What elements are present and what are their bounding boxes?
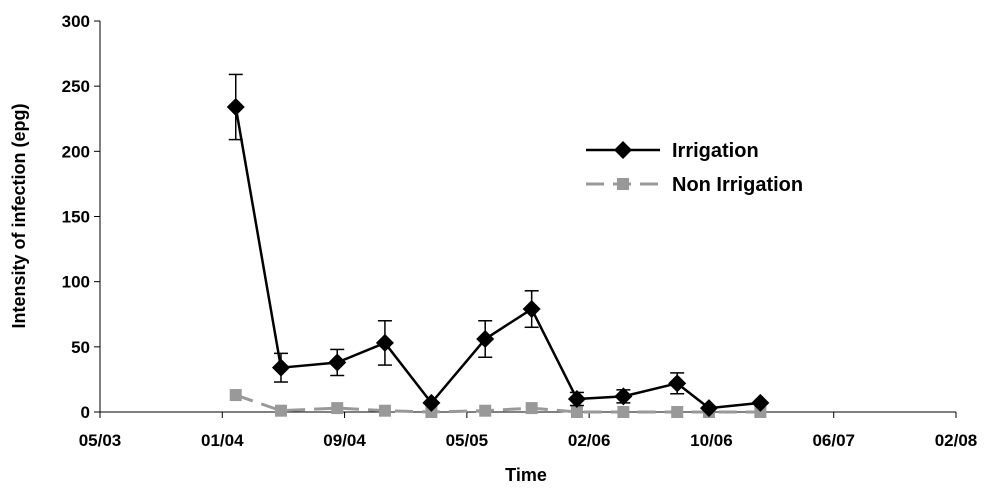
data-point [671, 406, 684, 418]
data-point [525, 402, 538, 415]
data-point [614, 387, 633, 406]
data-point [617, 406, 630, 418]
x-tick-label: 05/05 [446, 431, 489, 450]
data-point [422, 393, 441, 412]
data-point [570, 406, 583, 418]
y-tick-label: 100 [62, 273, 90, 292]
data-point [522, 300, 541, 319]
x-tick-label: 05/03 [79, 431, 122, 450]
data-point [229, 389, 242, 402]
data-point [274, 404, 287, 417]
x-tick-label: 02/06 [568, 431, 611, 450]
x-axis-title: Time [505, 465, 547, 485]
series-irrigation [226, 73, 770, 418]
data-point [699, 399, 718, 418]
legend-label: Irrigation [672, 140, 759, 162]
x-tick-label: 09/04 [323, 431, 366, 450]
legend-marker [614, 141, 632, 159]
legend-marker [617, 178, 629, 190]
data-point [567, 389, 586, 408]
data-point [754, 406, 767, 418]
data-point [331, 402, 344, 415]
data-point [271, 358, 290, 377]
y-tick-label: 250 [62, 77, 90, 96]
data-point [375, 333, 394, 352]
y-axis-title: Intensity of infection (epg) [9, 104, 29, 329]
series-line [234, 106, 761, 410]
legend: Irrigation Non Irrigation [586, 140, 803, 196]
x-tick-label: 10/06 [690, 431, 733, 450]
y-tick-label: 50 [71, 338, 90, 357]
y-tick-label: 300 [62, 12, 90, 31]
data-point [476, 330, 495, 349]
data-point [751, 393, 770, 412]
data-point [425, 406, 438, 418]
series-non-irrigation [229, 389, 767, 418]
series-layer [226, 73, 770, 418]
data-point [479, 404, 492, 417]
y-tick-label: 200 [62, 142, 90, 161]
data-point [378, 404, 391, 417]
x-tick-label: 06/07 [812, 431, 855, 450]
x-tick-label: 02/08 [935, 431, 978, 450]
axes: 0 50 100 150 200 250 300 05/03 01/04 09/04 05/05 02… [62, 12, 978, 450]
y-tick-label: 0 [81, 403, 90, 422]
data-point [226, 98, 245, 117]
data-point [328, 353, 347, 372]
data-point [668, 374, 687, 393]
y-tick-label: 150 [62, 208, 90, 227]
legend-label: Non Irrigation [672, 174, 803, 196]
x-tick-label: 01/04 [201, 431, 244, 450]
